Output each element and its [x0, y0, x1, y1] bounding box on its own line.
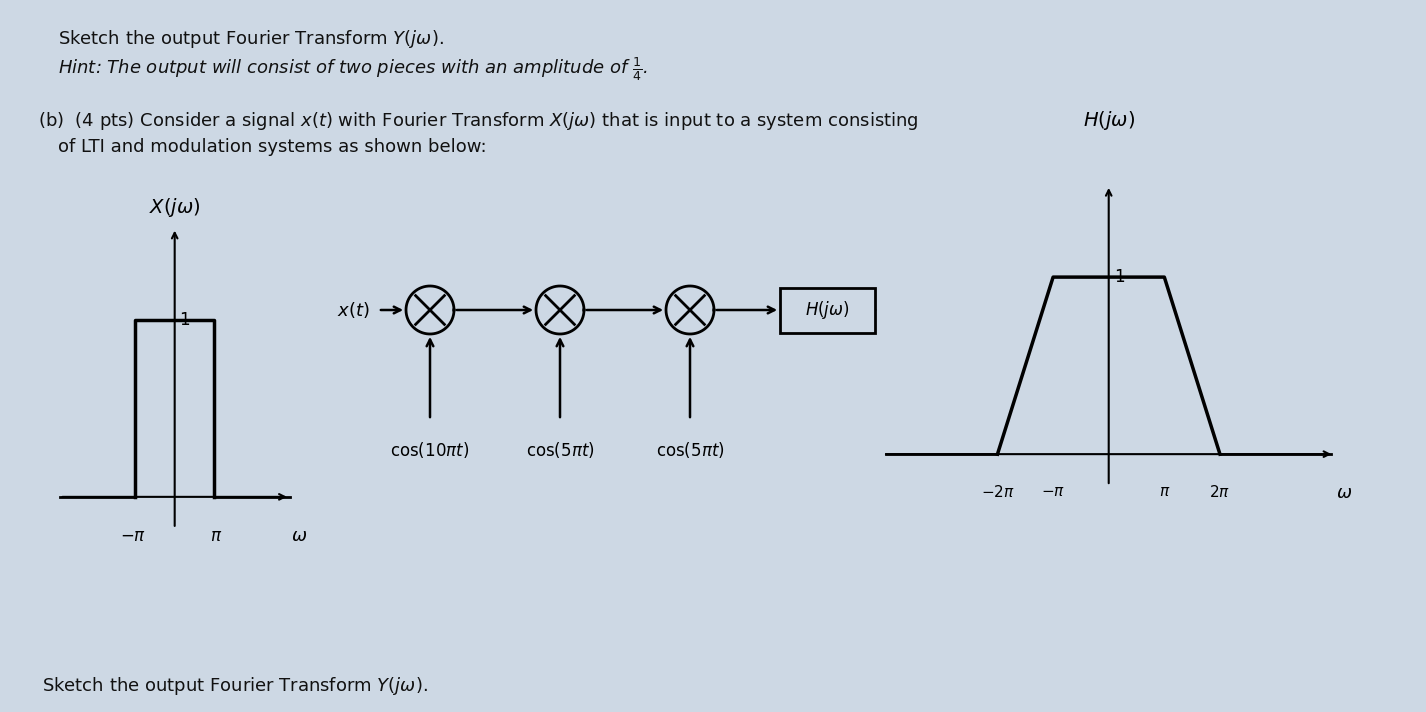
Text: $-2\pi$: $-2\pi$ [981, 484, 1014, 501]
Text: $\cos(10\pi t)$: $\cos(10\pi t)$ [391, 440, 469, 460]
Text: $y(t)$: $y(t)$ [957, 299, 990, 321]
Text: Sketch the output Fourier Transform $Y(j\omega)$.: Sketch the output Fourier Transform $Y(j… [41, 675, 428, 697]
Text: $x(t)$: $x(t)$ [338, 300, 369, 320]
Text: $1$: $1$ [1114, 268, 1125, 286]
Text: of LTI and modulation systems as shown below:: of LTI and modulation systems as shown b… [58, 138, 486, 156]
Text: Sketch the output Fourier Transform $Y(j\omega)$.: Sketch the output Fourier Transform $Y(j… [58, 28, 443, 50]
Text: $\omega$: $\omega$ [1336, 484, 1352, 502]
FancyBboxPatch shape [780, 288, 876, 333]
Text: Hint: The output will consist of two pieces with an amplitude of $\frac{1}{4}$.: Hint: The output will consist of two pie… [58, 55, 647, 83]
Text: $\pi$: $\pi$ [211, 527, 222, 545]
Text: $\pi$: $\pi$ [1159, 484, 1169, 499]
Text: $-\pi$: $-\pi$ [120, 527, 145, 545]
Text: (b)  (4 pts) Consider a signal $x(t)$ with Fourier Transform $X(j\omega)$ that i: (b) (4 pts) Consider a signal $x(t)$ wit… [39, 110, 918, 132]
Text: $X(j\omega)$: $X(j\omega)$ [148, 196, 201, 219]
Text: $H(j\omega)$: $H(j\omega)$ [806, 299, 850, 321]
Text: $1$: $1$ [180, 311, 191, 329]
Text: $H(j\omega)$: $H(j\omega)$ [1082, 108, 1135, 132]
Text: $\cos(5\pi t)$: $\cos(5\pi t)$ [656, 440, 724, 460]
Text: $\cos(5\pi t)$: $\cos(5\pi t)$ [526, 440, 595, 460]
Text: $\omega$: $\omega$ [291, 527, 308, 545]
Text: $2\pi$: $2\pi$ [1209, 484, 1231, 501]
Text: $-\pi$: $-\pi$ [1041, 484, 1065, 499]
